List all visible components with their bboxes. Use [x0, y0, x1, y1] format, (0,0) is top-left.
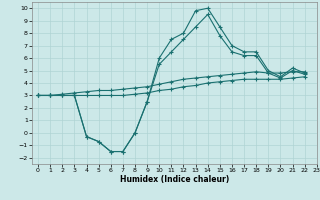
X-axis label: Humidex (Indice chaleur): Humidex (Indice chaleur)	[120, 175, 229, 184]
